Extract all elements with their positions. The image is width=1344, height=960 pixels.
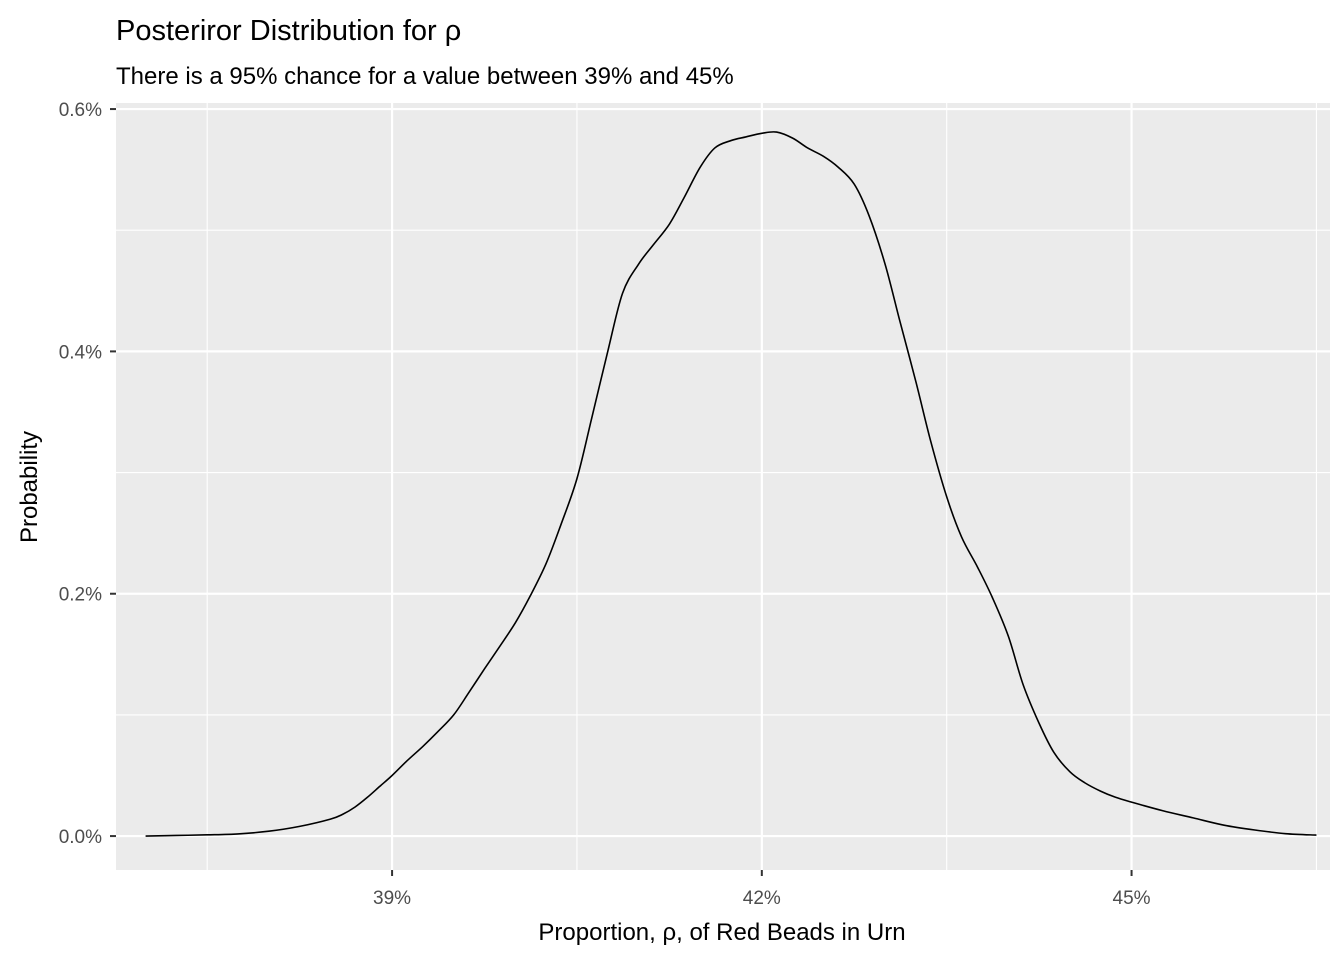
y-tick-label: 0.0%: [59, 827, 102, 848]
x-tick-label: 39%: [373, 888, 411, 909]
x-axis: 39% 42% 45%: [373, 870, 1151, 909]
chart-title: Posteriror Distribution for ρ: [116, 15, 461, 47]
y-tick-label: 0.2%: [59, 585, 102, 606]
y-axis-title: Probability: [16, 431, 43, 543]
major-gridlines: [116, 103, 1330, 870]
x-tick-label: 42%: [743, 888, 781, 909]
plot-panel: [116, 103, 1330, 870]
x-axis-title: Proportion, ρ, of Red Beads in Urn: [538, 919, 905, 946]
y-tick-label: 0.6%: [59, 100, 102, 121]
y-axis: 0.0% 0.2% 0.4% 0.6%: [59, 100, 116, 848]
x-tick-label: 45%: [1113, 888, 1151, 909]
y-tick-label: 0.4%: [59, 342, 102, 363]
density-curve: [145, 131, 1317, 837]
minor-gridlines: [116, 103, 1330, 870]
chart-subtitle: There is a 95% chance for a value betwee…: [116, 63, 734, 90]
